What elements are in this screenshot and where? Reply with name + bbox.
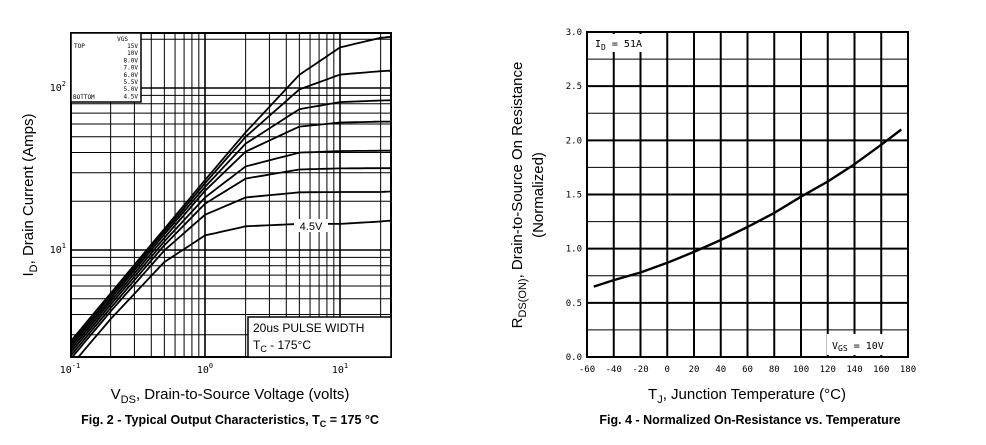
tick-base: 10 — [50, 245, 62, 256]
vgs-annotation-bg — [827, 334, 906, 355]
x-tick-label: 160 — [873, 365, 889, 375]
resistance-curve — [593, 128, 903, 288]
plot-frame — [586, 31, 909, 358]
on-resistance-chart: -60 -40 -20 0 20 40 60 80 100 120 140 160 180 0.0 0.5 1… — [566, 28, 916, 375]
annotation-temperature: TC - 175°C — [253, 338, 311, 354]
y-tick-label: 102 — [50, 80, 66, 94]
y-tick-label: 1.0 — [566, 245, 582, 255]
tick-base: 10 — [332, 365, 344, 376]
legend-box — [70, 32, 142, 103]
y-tick-label: 101 — [50, 242, 66, 256]
sub: GS — [838, 344, 848, 353]
y-tick-label: 0.5 — [566, 299, 582, 309]
y-axis-label: RDS(ON), Drain-to-Source On Resistance — [509, 62, 529, 329]
y-axis-label: ID, Drain Current (Amps) — [20, 114, 40, 277]
legend-entry: 5.5V — [124, 79, 139, 86]
series-line-15V — [71, 35, 391, 343]
legend-entry: 6.0V — [124, 72, 139, 79]
x-tick-label: -40 — [606, 365, 622, 375]
x-tick-label: 40 — [715, 365, 726, 375]
legend-entry: 7.0V — [124, 65, 139, 72]
plot-frame — [70, 32, 392, 358]
annotation-pulse-width: 20us PULSE WIDTH — [253, 321, 364, 335]
y-tick-label: 3.0 — [566, 28, 582, 38]
series-line-4.5V — [77, 219, 391, 357]
x-tick-label: -60 — [579, 365, 595, 375]
y-tick-label: 1.5 — [566, 191, 582, 201]
series-line-6.0V — [71, 149, 391, 354]
figure-caption: Fig. 2 - Typical Output Characteristics,… — [81, 413, 379, 429]
x-tick-label: 140 — [846, 365, 862, 375]
x-tick-label: 10-1 — [60, 362, 80, 376]
curve-label: 4.5V — [300, 221, 323, 233]
series-line-7.0V — [71, 120, 391, 351]
tick-exp: 1 — [344, 362, 348, 370]
legend-header: VGS — [117, 36, 128, 43]
x-axis-label: TJ, Junction Temperature (°C) — [648, 386, 846, 406]
tick-exp: 1 — [62, 242, 66, 250]
legend-bottom-label: BOTTOM — [73, 94, 95, 101]
curve-label-bg — [294, 219, 328, 232]
legend-entry: 10V — [127, 50, 138, 57]
tick-base: 10 — [197, 365, 209, 376]
rest: = 51A — [606, 39, 642, 50]
rest: = 10V — [848, 341, 884, 352]
id-annotation-bg — [589, 34, 659, 52]
y-tick-label: 2.0 — [566, 136, 582, 146]
y-axis-label-line2: (Normalized) — [530, 152, 547, 238]
y-tick-label: 2.5 — [566, 82, 582, 92]
t: V — [832, 341, 838, 352]
x-tick-label: 101 — [332, 362, 348, 376]
legend-top-label: TOP — [74, 43, 85, 50]
series-line-5.5V — [71, 167, 391, 357]
y-tick-label: 0.0 — [566, 353, 582, 363]
x-tick-label: 80 — [769, 365, 780, 375]
x-tick-label: 100 — [197, 362, 213, 376]
vgs-annotation: VGS = 10V — [832, 341, 884, 353]
x-tick-label: 60 — [742, 365, 753, 375]
sub: C — [260, 344, 267, 354]
legend-entry: 8.0V — [124, 57, 139, 64]
id-annotation: ID = 51A — [595, 39, 642, 52]
t: I — [595, 39, 601, 50]
tick-exp: 0 — [209, 362, 213, 370]
tick-exp: 2 — [62, 80, 66, 88]
legend-entry: 4.5V — [124, 93, 139, 100]
x-tick-label: 20 — [689, 365, 700, 375]
legend-entry: 5.0V — [124, 86, 139, 93]
t: T — [253, 338, 261, 352]
tick-exp: -1 — [72, 362, 80, 370]
series-line-8.0V — [71, 99, 391, 348]
tick-base: 10 — [50, 83, 62, 94]
x-tick-label: 100 — [793, 365, 809, 375]
series-line-10V — [71, 69, 391, 346]
annotation-box — [247, 316, 392, 358]
output-characteristics-chart: 10-1 100 101101102VGSTOPBOTTOM15V10V8.0V7.… — [50, 32, 392, 376]
legend-entry: 15V — [127, 43, 138, 50]
figure-caption: Fig. 4 - Normalized On-Resistance vs. Te… — [599, 413, 900, 427]
tick-base: 10 — [60, 365, 72, 376]
rest: - 175°C — [267, 338, 311, 352]
x-axis-label: VDS, Drain-to-Source Voltage (volts) — [111, 386, 350, 406]
x-tick-label: 120 — [820, 365, 836, 375]
sub: D — [601, 43, 606, 52]
series-line-5.0V — [71, 190, 391, 357]
x-tick-label: 180 — [900, 365, 916, 375]
x-tick-label: 0 — [665, 365, 670, 375]
x-tick-label: -20 — [632, 365, 648, 375]
